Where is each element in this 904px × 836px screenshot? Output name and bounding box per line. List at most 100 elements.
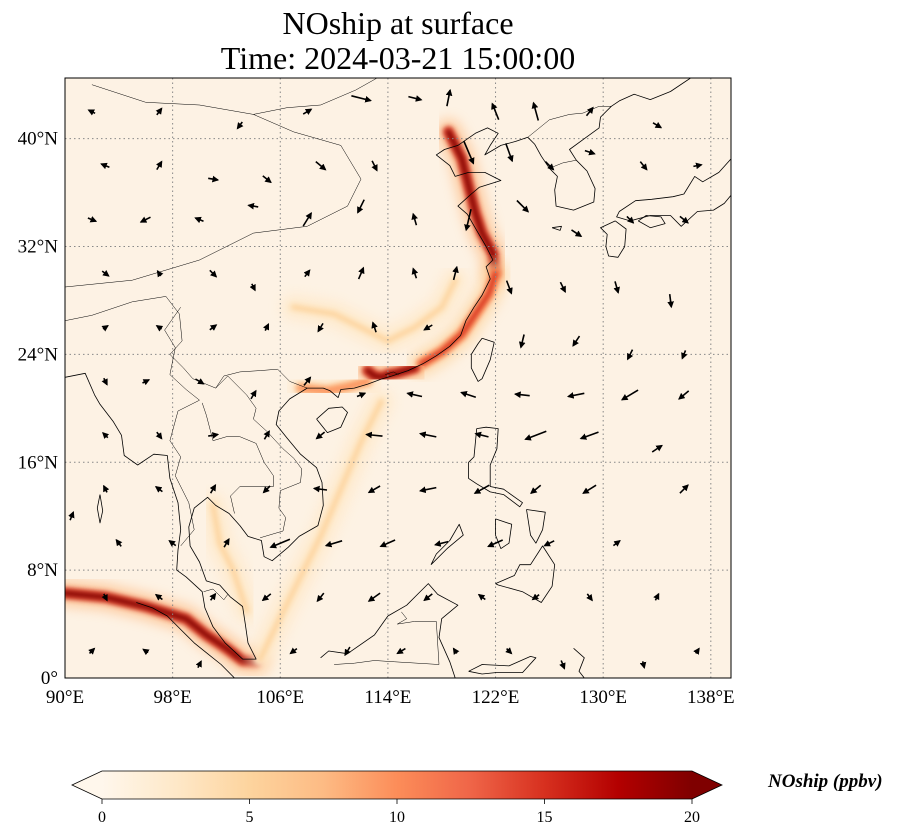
wind-arrow <box>208 175 220 183</box>
colorbar-tick-label: 20 <box>684 809 700 826</box>
map-gridlines <box>65 78 731 678</box>
coastline-palawan <box>430 523 464 565</box>
coastline-sri-lanka-andaman <box>96 494 104 524</box>
wind-arrow <box>101 377 108 386</box>
coastline-mindanao <box>495 545 556 603</box>
country-border <box>385 371 399 375</box>
wind-arrow <box>208 432 220 439</box>
colorbar-tick-label: 0 <box>98 809 106 826</box>
wind-arrow <box>101 593 108 602</box>
wind-arrow <box>223 538 230 548</box>
plume-bohai-yellow-sea <box>435 118 509 287</box>
wind-arrow <box>303 269 311 278</box>
wind-arrow <box>639 161 648 171</box>
wind-arrow <box>679 215 689 224</box>
plume-core <box>446 129 498 276</box>
country-borders <box>65 78 612 665</box>
plume-core <box>419 271 498 367</box>
wind-arrow <box>491 102 500 120</box>
wind-arrow <box>693 647 700 655</box>
wind-arrow <box>460 391 477 399</box>
plume-south-china-coast <box>287 368 381 404</box>
coastline-borneo <box>320 583 459 678</box>
coastline-japan-kyushu <box>600 220 627 258</box>
wind-arrow <box>572 335 581 347</box>
wind-arrow <box>103 484 110 493</box>
colorbar-tick-label: 10 <box>389 809 405 826</box>
wind-arrow <box>367 592 381 602</box>
wind-arrow <box>101 269 110 277</box>
wind-arrow <box>639 661 647 670</box>
wind-arrow <box>195 660 202 669</box>
coastlines <box>65 78 731 678</box>
wind-arrow <box>406 391 423 398</box>
map-title-line1: NOship at surface <box>282 5 514 41</box>
map-frame <box>64 77 732 679</box>
wind-arrow <box>452 265 459 281</box>
wind-arrow <box>411 212 418 226</box>
wind-arrow <box>142 648 150 656</box>
lon-tick-label: 106°E <box>256 687 304 708</box>
wind-arrow <box>250 389 257 400</box>
wind-arrow <box>543 540 555 547</box>
lat-tick-label: 16°N <box>18 452 59 473</box>
wind-arrow <box>88 647 96 655</box>
wind-arrow <box>302 108 313 115</box>
wind-arrow <box>653 592 660 601</box>
country-border <box>164 307 200 547</box>
wind-arrow <box>317 322 324 333</box>
coastline-luzon <box>468 426 523 508</box>
lon-tick-label: 98°E <box>154 687 192 708</box>
wind-arrow <box>408 95 423 102</box>
wind-arrow <box>302 212 312 227</box>
wind-arrow <box>585 106 594 117</box>
lon-tick-label: 138°E <box>687 687 735 708</box>
country-border <box>203 588 229 601</box>
colorbar-ticks: 0 5 10 15 20 <box>98 799 700 826</box>
wind-arrow <box>544 161 555 171</box>
wind-arrow <box>559 281 566 294</box>
wind-arrow <box>584 148 596 156</box>
wind-arrow <box>505 647 513 655</box>
coastline-korea-island-jeju <box>551 225 562 231</box>
wind-arrow <box>209 592 217 601</box>
wind-arrow <box>371 160 378 172</box>
lon-tick-label: 90°E <box>46 687 84 708</box>
wind-arrow <box>418 431 437 439</box>
wind-arrow <box>236 121 244 130</box>
wind-arrow <box>411 267 419 279</box>
coastline-halmahera <box>573 648 585 678</box>
country-border <box>527 106 612 138</box>
lat-tick-label: 8°N <box>27 560 58 581</box>
wind-arrow <box>87 109 96 116</box>
wind-arrow <box>679 484 689 494</box>
wind-arrow <box>261 593 272 602</box>
wind-arrow <box>626 349 634 361</box>
wind-arrow <box>262 175 272 184</box>
wind-arrow <box>423 324 433 331</box>
colorbar: 0 5 10 15 20 <box>71 770 723 826</box>
wind-arrow <box>693 162 703 170</box>
country-border <box>334 611 440 665</box>
wind-arrow <box>524 430 547 441</box>
wind-arrow <box>168 539 177 547</box>
wind-arrow <box>87 216 98 223</box>
wind-arrow <box>68 510 75 521</box>
wind-arrow <box>209 269 218 278</box>
country-border <box>65 84 362 288</box>
coastline-visayas <box>495 518 513 549</box>
colorbar-extend-min <box>72 771 102 799</box>
wind-arrow <box>263 430 270 440</box>
coastline-samar-leyte <box>526 509 546 544</box>
coastline-japan-honshu <box>616 158 731 227</box>
wind-arrow <box>559 660 566 670</box>
colorbar-extend-max <box>692 771 722 799</box>
wind-arrow <box>518 334 526 349</box>
wind-arrow <box>571 229 583 238</box>
lat-tick-label: 24°N <box>18 344 59 365</box>
coastline-taiwan <box>470 337 495 382</box>
wind-arrow <box>324 540 343 548</box>
wind-arrow <box>582 484 597 494</box>
coastline-sumatra <box>136 602 235 678</box>
wind-arrow <box>315 160 327 171</box>
